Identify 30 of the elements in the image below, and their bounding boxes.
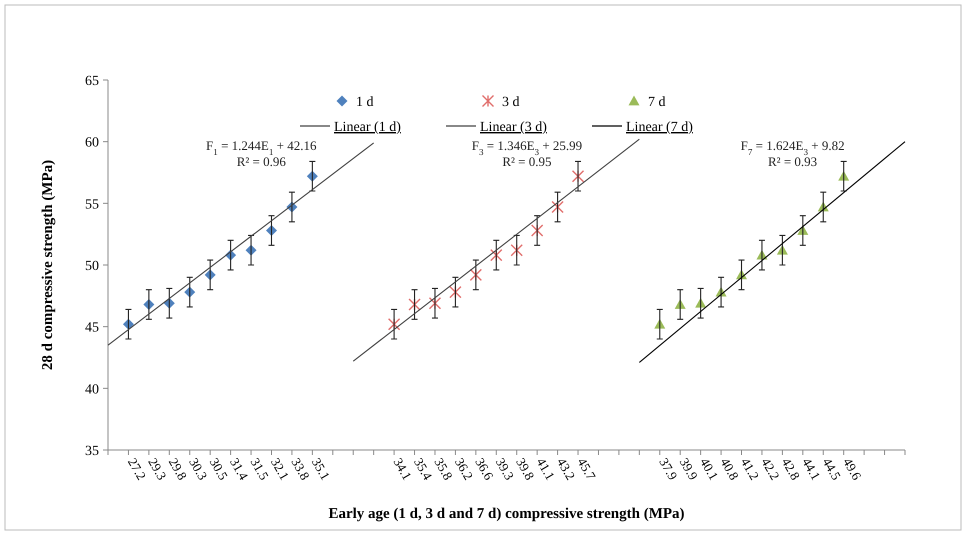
legend-label: Linear (7 d) <box>626 120 694 135</box>
point <box>388 318 400 330</box>
y-tick-label: 65 <box>85 74 99 89</box>
legend-label: Linear (3 d) <box>480 120 548 135</box>
annotation: F$_{3}$ = 1.346E$_{3}$ + 25.99 <box>472 138 582 157</box>
x-axis-title: Early age (1 d, 3 d and 7 d) compressive strength (MPa) <box>328 506 685 522</box>
annotation: R² = 0.96 <box>236 154 286 169</box>
annotation: R² = 0.95 <box>502 154 552 169</box>
legend-label: 7 d <box>648 95 666 110</box>
y-tick-label: 35 <box>85 444 99 459</box>
annotation: R² = 0.93 <box>768 154 818 169</box>
point <box>551 200 564 214</box>
y-tick-label: 45 <box>85 320 99 336</box>
y-tick-label: 40 <box>85 382 99 398</box>
legend-label: Linear (1 d) <box>334 120 402 135</box>
annotation: F$_{7}$ = 1.624E$_{3}$ + 9.82 <box>740 138 845 157</box>
point <box>449 286 462 298</box>
y-tick-label: 50 <box>85 259 99 274</box>
annotation: F$_{1}$ = 1.244E$_{1}$ + 42.16 <box>206 138 317 157</box>
legend-label: 3 d <box>502 95 520 110</box>
y-tick-label: 60 <box>85 136 99 151</box>
point <box>572 170 584 182</box>
point <box>470 268 482 282</box>
y-tick-label: 55 <box>85 197 99 212</box>
point <box>530 224 544 237</box>
legend-label: 1 d <box>356 95 374 110</box>
y-axis-title: 28 d compressive strength (MPa) <box>40 160 56 370</box>
point <box>510 244 523 256</box>
x-tick-label: 33.8 <box>288 455 313 482</box>
point <box>428 297 442 310</box>
